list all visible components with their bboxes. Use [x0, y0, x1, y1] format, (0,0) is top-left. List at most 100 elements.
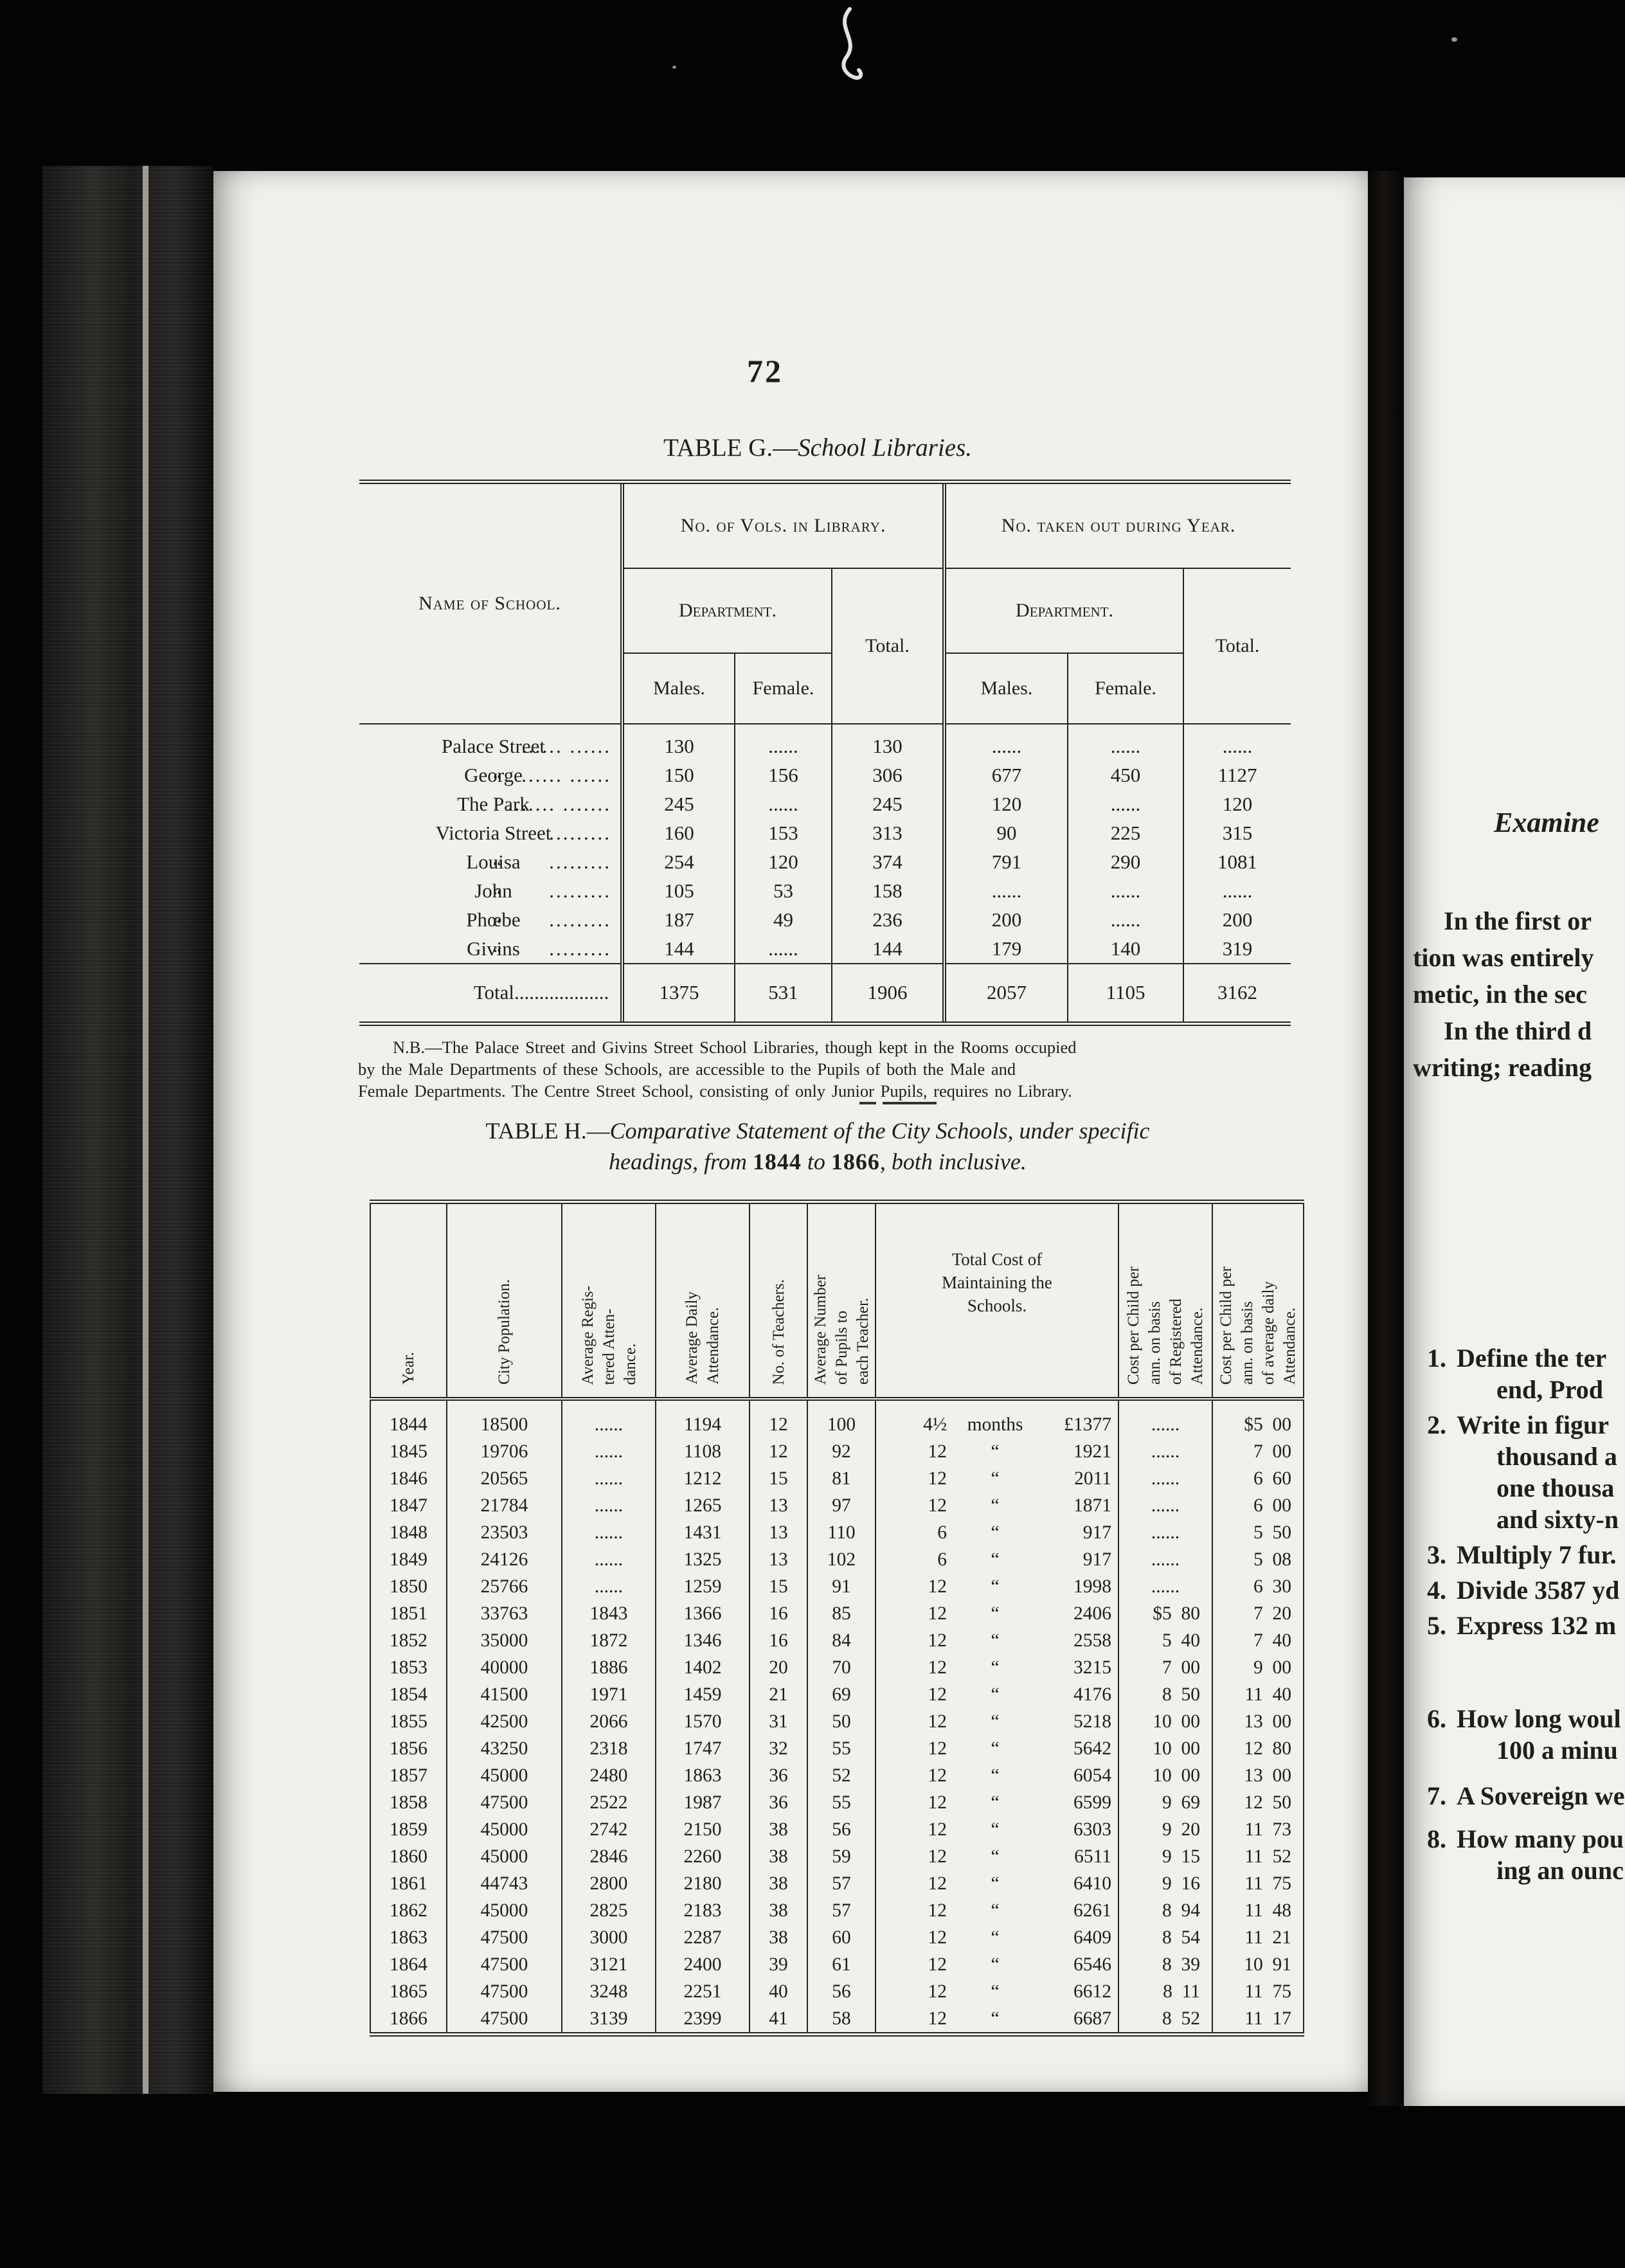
- column-header-label: No. of Teachers.: [769, 1279, 787, 1385]
- cell-year: 1863: [370, 1924, 447, 1951]
- cell-total-cost: 12 “ 6546: [875, 1951, 1118, 1978]
- column-header-label: Cost per Child per ann. on basis of aver…: [1217, 1266, 1298, 1385]
- cost-months: 12: [928, 1468, 947, 1489]
- cell-daily: 2251: [655, 1978, 750, 2005]
- total-label: Total...................: [359, 963, 624, 1024]
- cell-teachers: 38: [749, 1897, 807, 1924]
- cell-registered: ......: [561, 1546, 656, 1573]
- ditto-mark: “: [493, 914, 502, 935]
- column-header-label: City Population.: [496, 1279, 513, 1385]
- table-row: 1848 23503...... 1431 13 110 6 “917...... 5 50: [370, 1519, 1304, 1546]
- table-row: John “......... 105 53 158..................: [359, 876, 1291, 906]
- cell-pupils_per_teacher: 55: [807, 1789, 875, 1816]
- total-out_males: 2057: [942, 963, 1068, 1024]
- question-continuation: ing an ounc: [1496, 1856, 1624, 1885]
- cell-cost-daily: 12 80: [1212, 1735, 1304, 1762]
- cell-cost-daily: 6 60: [1212, 1465, 1304, 1492]
- cost-months-unit: “: [991, 1738, 1000, 1759]
- school-name-cell: Palace Street...... ......: [359, 723, 624, 760]
- cell-cost-registered: 10 00: [1118, 1708, 1212, 1735]
- school-name: George: [464, 763, 523, 786]
- cost-months-unit: “: [991, 1522, 1000, 1543]
- right-page-heading: Examine: [1494, 807, 1599, 838]
- table-row: 1857 45000 2480 1863 36 52 12 “ 6054 10 00 13 00: [370, 1762, 1304, 1789]
- cell-total-cost: 6 “ 917: [875, 1546, 1118, 1573]
- cell-population: 47500: [446, 1789, 562, 1816]
- cell-total-cost: 12 “ 3215: [875, 1654, 1118, 1681]
- cell-daily: 2287: [655, 1924, 750, 1951]
- cell-year: 1856: [370, 1735, 447, 1762]
- leader-dots: .........: [549, 937, 611, 960]
- cell-total-cost: 12 “ 6303: [875, 1816, 1118, 1843]
- cost-months-unit: “: [991, 1927, 1000, 1948]
- cell-out_males: 677: [942, 760, 1068, 789]
- cell-pupils_per_teacher: 57: [807, 1870, 875, 1897]
- cell-year: 1858: [370, 1789, 447, 1816]
- cell-year: 1846: [370, 1465, 447, 1492]
- cell-pupils_per_teacher: 60: [807, 1924, 875, 1951]
- cost-amount: 5642: [1073, 1738, 1111, 1759]
- cell-population: 23503: [446, 1519, 562, 1546]
- table-h-title-line1: TABLE H.—Comparative Statement of the Ci…: [213, 1117, 1368, 1144]
- school-name: Palace Street: [442, 734, 545, 757]
- leader-dots: .........: [549, 908, 611, 931]
- cost-amount: 6410: [1073, 1873, 1111, 1894]
- cell-out_total: ......: [1183, 876, 1291, 905]
- cell-population: 47500: [446, 1978, 562, 2005]
- question-number: 5.: [1427, 1611, 1446, 1640]
- table-row: Givins “......... 144...... 144 179 140 319: [359, 934, 1291, 964]
- question-number: 8.: [1427, 1824, 1446, 1853]
- cost-amount: £1377: [1064, 1414, 1111, 1435]
- column-header-female-2: Female.: [1067, 653, 1184, 724]
- cell-out_total: 1081: [1183, 847, 1291, 876]
- cost-amount: 1998: [1073, 1576, 1111, 1597]
- table-row: 1861 44743 2800 2180 38 57 12 “ 6410 9 16 11 75: [370, 1870, 1304, 1897]
- school-name-cell: John “.........: [359, 876, 624, 906]
- cell-registered: ......: [561, 1492, 656, 1519]
- cell-out_males: 179: [942, 934, 1068, 964]
- table-row: 1859 45000 2742 2150 38 56 12 “ 6303 9 20 11 73: [370, 1816, 1304, 1843]
- cell-registered: 2066: [561, 1708, 656, 1735]
- table-row: 1846 20565...... 1212 15 81 12 “2011...... 6 60: [370, 1465, 1304, 1492]
- question-number: 3.: [1427, 1540, 1446, 1569]
- cell-cost-registered: 8 54: [1118, 1924, 1212, 1951]
- column-header-4: No. of Teachers.: [749, 1202, 807, 1401]
- cell-cost-daily: 7 00: [1212, 1438, 1304, 1465]
- cell-out_total: 120: [1183, 789, 1291, 818]
- cost-amount: 2558: [1073, 1630, 1111, 1651]
- question-text: Express 132 m: [1457, 1611, 1617, 1640]
- cell-cost-registered: 9 15: [1118, 1843, 1212, 1870]
- table-row: 1844 18500...... 1194 12 100 4½ months £1377...…: [370, 1399, 1304, 1438]
- table-row: 1862 45000 2825 2183 38 57 12 “ 6261 8 94 11 48: [370, 1897, 1304, 1924]
- cell-population: 44743: [446, 1870, 562, 1897]
- question-text: Divide 3587 yd: [1457, 1576, 1620, 1605]
- cell-population: 45000: [446, 1762, 562, 1789]
- cell-vols_males: 130: [622, 723, 735, 760]
- film-edge-strip: [42, 166, 213, 2094]
- question-first-line: 2. Write in figur: [1412, 1409, 1625, 1441]
- dust-speck: [1451, 37, 1457, 42]
- cell-teachers: 36: [749, 1762, 807, 1789]
- cell-teachers: 31: [749, 1708, 807, 1735]
- right-page-question-list: 1. Define the ter end, Prod 2. Write in figu…: [1412, 1342, 1625, 1890]
- cost-amount: 6303: [1073, 1819, 1111, 1840]
- column-group-taken-out-during-year: No. taken out during Year.: [942, 482, 1291, 569]
- cell-daily: 1346: [655, 1627, 750, 1654]
- cell-registered: 2742: [561, 1816, 656, 1843]
- cell-pupils_per_teacher: 52: [807, 1762, 875, 1789]
- cell-cost-daily: 11 48: [1212, 1897, 1304, 1924]
- cell-year: 1853: [370, 1654, 447, 1681]
- table-row: The Park....... ....... 245...... 245 120..…: [359, 789, 1291, 818]
- cell-population: 45000: [446, 1843, 562, 1870]
- cell-registered: ......: [561, 1465, 656, 1492]
- column-header-3: Average Daily Attendance.: [655, 1202, 750, 1401]
- cell-cost-daily: 10 91: [1212, 1951, 1304, 1978]
- cell-cost-daily: 5 50: [1212, 1519, 1304, 1546]
- cell-out_total: 315: [1183, 818, 1291, 847]
- cell-total-cost: 12 “ 2011: [875, 1465, 1118, 1492]
- cell-daily: 1863: [655, 1762, 750, 1789]
- table-row: Phœbe “......... 187 49 236 200...... 200: [359, 905, 1291, 935]
- cost-amount: 6612: [1073, 1981, 1111, 2002]
- cell-daily: 1747: [655, 1735, 750, 1762]
- table-row: 1866 47500 3139 2399 41 58 12 “ 6687 8 52 11 17: [370, 2005, 1304, 2035]
